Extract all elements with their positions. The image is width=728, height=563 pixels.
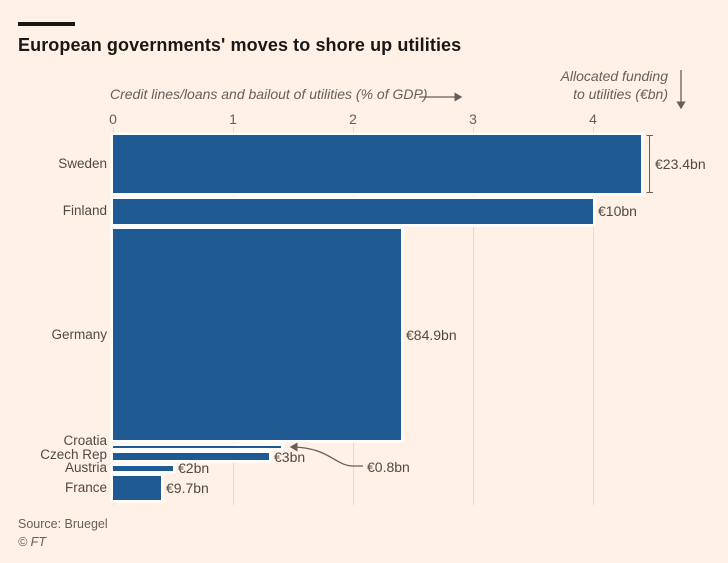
funding-axis-label-line1: Allocated funding <box>560 68 668 84</box>
funding-down-arrow-icon <box>676 70 686 110</box>
bar-finland <box>113 198 593 224</box>
value-label-france: €9.7bn <box>166 480 209 496</box>
bar-czech-rep <box>113 453 269 460</box>
value-label-croatia: €0.8bn <box>367 458 410 475</box>
chart-title: European governments' moves to shore up … <box>18 35 462 55</box>
value-label-finland: €10bn <box>598 203 637 219</box>
value-label-sweden: €23.4bn <box>655 156 706 172</box>
country-label-sweden: Sweden <box>58 156 107 171</box>
gridline-3 <box>473 127 474 505</box>
header-rule <box>18 22 75 26</box>
bar-austria <box>113 465 173 471</box>
value-label-germany: €84.9bn <box>406 326 457 343</box>
x-tick-label-2: 2 <box>349 111 357 127</box>
gridline-4 <box>593 127 594 505</box>
bar-france <box>113 476 161 500</box>
country-label-croatia: Croatia <box>63 433 107 448</box>
x-axis-right-arrow-icon <box>419 92 463 102</box>
country-label-france: France <box>64 480 107 495</box>
bar-sweden <box>113 135 641 193</box>
value-label-czech-rep: €3bn <box>274 448 306 465</box>
funding-axis-label-line2: to utilities (€bn) <box>573 85 668 102</box>
country-label-germany: Germany <box>51 326 107 342</box>
x-axis-label: Credit lines/loans and bailout of utilit… <box>110 86 428 102</box>
country-label-finland: Finland <box>62 203 107 218</box>
callout-arrow-icon <box>289 441 363 467</box>
x-tick-label-3: 3 <box>469 111 477 127</box>
funding-axis-label: Allocated funding to utilities (€bn) <box>561 68 668 103</box>
x-tick-label-4: 4 <box>589 111 597 127</box>
country-label-czech-rep: Czech Rep <box>40 446 107 462</box>
bar-germany <box>113 229 401 440</box>
source-note: Source: Bruegel <box>18 517 108 531</box>
bar-croatia <box>113 445 281 448</box>
x-tick-label-1: 1 <box>229 111 237 127</box>
value-label-austria: €2bn <box>178 460 210 476</box>
x-tick-label-0: 0 <box>109 111 117 127</box>
country-label-austria: Austria <box>64 460 107 475</box>
ft-credit: © FT <box>18 535 46 549</box>
funding-bracket-icon <box>646 135 653 193</box>
